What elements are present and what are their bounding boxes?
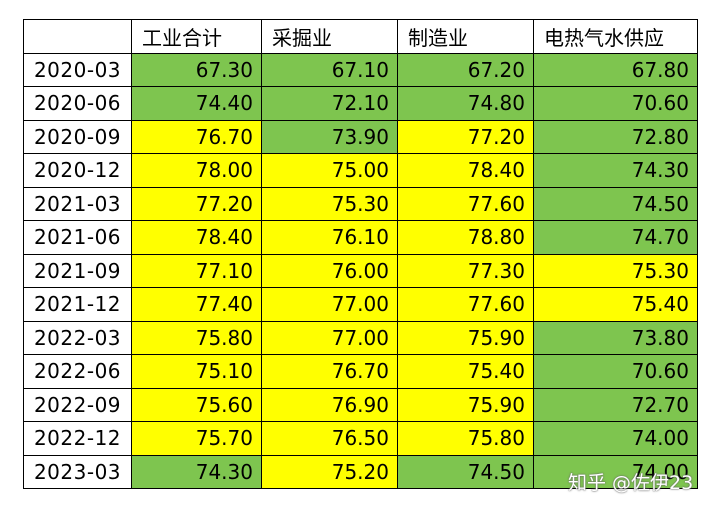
value-cell: 72.70 <box>533 387 698 422</box>
value-cell: 76.00 <box>261 253 398 288</box>
value-cell: 74.30 <box>533 153 698 188</box>
value-cell: 67.30 <box>131 52 262 87</box>
value-cell: 76.10 <box>261 220 398 255</box>
value-cell: 75.40 <box>397 354 534 389</box>
value-cell: 75.40 <box>533 287 698 322</box>
value-cell: 75.60 <box>131 387 262 422</box>
value-cell: 77.20 <box>397 119 534 154</box>
row-date: 2022-06 <box>23 354 132 389</box>
value-cell: 78.40 <box>397 153 534 188</box>
value-cell: 67.80 <box>533 52 698 87</box>
header-mining: 采掘业 <box>261 19 398 54</box>
table-row: 2021-06 78.40 76.10 78.80 74.70 <box>23 220 698 255</box>
value-cell: 74.00 <box>533 454 698 489</box>
value-cell: 76.50 <box>261 421 398 456</box>
row-date: 2022-09 <box>23 387 132 422</box>
value-cell: 73.80 <box>533 320 698 355</box>
value-cell: 74.50 <box>397 454 534 489</box>
row-date: 2021-03 <box>23 186 132 221</box>
value-cell: 75.80 <box>131 320 262 355</box>
header-utilities: 电热气水供应 <box>533 19 698 54</box>
value-cell: 77.60 <box>397 287 534 322</box>
table-row: 2023-03 74.30 75.20 74.50 74.00 <box>23 454 698 489</box>
value-cell: 77.00 <box>261 320 398 355</box>
table-row: 2020-06 74.40 72.10 74.80 70.60 <box>23 86 698 121</box>
table-row: 2021-03 77.20 75.30 77.60 74.50 <box>23 186 698 221</box>
value-cell: 75.80 <box>397 421 534 456</box>
row-date: 2021-12 <box>23 287 132 322</box>
header-corner <box>23 19 132 54</box>
table-row: 2022-03 75.80 77.00 75.90 73.80 <box>23 320 698 355</box>
table-row: 2022-09 75.60 76.90 75.90 72.70 <box>23 387 698 422</box>
row-date: 2020-06 <box>23 86 132 121</box>
value-cell: 75.20 <box>261 454 398 489</box>
value-cell: 77.30 <box>397 253 534 288</box>
value-cell: 75.90 <box>397 320 534 355</box>
value-cell: 67.10 <box>261 52 398 87</box>
value-cell: 74.30 <box>131 454 262 489</box>
value-cell: 75.00 <box>261 153 398 188</box>
table-row: 2021-12 77.40 77.00 77.60 75.40 <box>23 287 698 322</box>
row-date: 2020-09 <box>23 119 132 154</box>
row-date: 2021-09 <box>23 253 132 288</box>
value-cell: 76.70 <box>131 119 262 154</box>
value-cell: 74.40 <box>131 86 262 121</box>
table-row: 2021-09 77.10 76.00 77.30 75.30 <box>23 253 698 288</box>
value-cell: 77.20 <box>131 186 262 221</box>
value-cell: 77.40 <box>131 287 262 322</box>
value-cell: 73.90 <box>261 119 398 154</box>
table-row: 2022-12 75.70 76.50 75.80 74.00 <box>23 421 698 456</box>
value-cell: 75.90 <box>397 387 534 422</box>
value-cell: 78.40 <box>131 220 262 255</box>
value-cell: 78.80 <box>397 220 534 255</box>
row-date: 2021-06 <box>23 220 132 255</box>
row-date: 2020-12 <box>23 153 132 188</box>
value-cell: 72.80 <box>533 119 698 154</box>
value-cell: 75.10 <box>131 354 262 389</box>
value-cell: 74.70 <box>533 220 698 255</box>
value-cell: 76.70 <box>261 354 398 389</box>
value-cell: 70.60 <box>533 86 698 121</box>
value-cell: 77.00 <box>261 287 398 322</box>
row-date: 2020-03 <box>23 52 132 87</box>
value-cell: 74.80 <box>397 86 534 121</box>
header-row: 工业合计 采掘业 制造业 电热气水供应 <box>23 19 698 54</box>
value-cell: 78.00 <box>131 153 262 188</box>
value-cell: 77.10 <box>131 253 262 288</box>
header-manufacturing: 制造业 <box>397 19 534 54</box>
header-industry-total: 工业合计 <box>131 19 262 54</box>
table-row: 2022-06 75.10 76.70 75.40 70.60 <box>23 354 698 389</box>
value-cell: 72.10 <box>261 86 398 121</box>
value-cell: 70.60 <box>533 354 698 389</box>
row-date: 2022-12 <box>23 421 132 456</box>
row-date: 2023-03 <box>23 454 132 489</box>
value-cell: 75.30 <box>261 186 398 221</box>
value-cell: 75.30 <box>533 253 698 288</box>
value-cell: 75.70 <box>131 421 262 456</box>
row-date: 2022-03 <box>23 320 132 355</box>
value-cell: 74.00 <box>533 421 698 456</box>
value-cell: 67.20 <box>397 52 534 87</box>
value-cell: 74.50 <box>533 186 698 221</box>
table-row: 2020-03 67.30 67.10 67.20 67.80 <box>23 52 698 87</box>
table-row: 2020-09 76.70 73.90 77.20 72.80 <box>23 119 698 154</box>
capacity-utilization-table: 工业合计 采掘业 制造业 电热气水供应 2020-03 67.30 67.10 67.… <box>23 19 698 489</box>
table-row: 2020-12 78.00 75.00 78.40 74.30 <box>23 153 698 188</box>
value-cell: 77.60 <box>397 186 534 221</box>
value-cell: 76.90 <box>261 387 398 422</box>
